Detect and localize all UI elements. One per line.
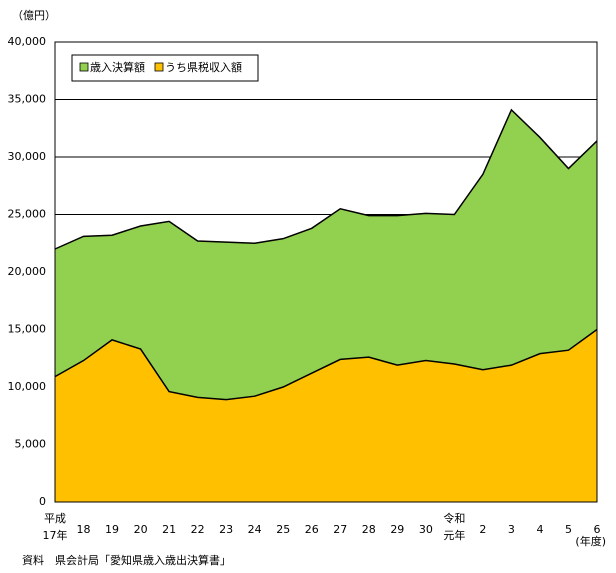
x-tick-label: 3	[508, 523, 515, 536]
x-unit-label: (年度)	[575, 534, 606, 548]
x-tick-label: 17年	[43, 528, 68, 542]
legend-swatch	[154, 62, 164, 72]
legend-label: うち県税収入額	[165, 60, 242, 74]
legend-label: 歳入決算額	[90, 60, 145, 74]
x-tick-label: 20	[134, 523, 148, 536]
area-outline	[54, 328, 598, 401]
y-tick-label: 10,000	[8, 380, 47, 393]
x-tick-label: 25	[276, 523, 290, 536]
y-tick-label: 25,000	[8, 208, 47, 221]
legend-box	[71, 54, 259, 82]
x-tick-label: 28	[362, 523, 376, 536]
y-tick-label: 35,000	[8, 93, 47, 106]
x-tick-label: 6	[594, 523, 601, 536]
x-tick-label: 21	[162, 523, 176, 536]
x-tick-label: 22	[191, 523, 205, 536]
area-outline	[54, 108, 598, 250]
x-tick-label: 4	[536, 523, 543, 536]
x-tick-label: 5	[565, 523, 572, 536]
x-tick-label: 23	[219, 523, 233, 536]
x-tick-label: 30	[419, 523, 433, 536]
x-tick-label: 29	[390, 523, 404, 536]
x-tick-label: 24	[248, 523, 262, 536]
area	[55, 329, 597, 502]
y-tick-label: 15,000	[8, 323, 47, 336]
legend-swatch	[79, 62, 89, 72]
y-tick-label: 20,000	[8, 265, 47, 278]
x-tick-label: 18	[77, 523, 91, 536]
x-tick-label: 元年	[443, 528, 465, 542]
y-unit-label: （億円）	[12, 9, 56, 22]
y-tick-label: 40,000	[8, 35, 47, 48]
x-tick-label: 19	[105, 523, 119, 536]
x-tick-label: 26	[305, 523, 319, 536]
y-tick-label: 30,000	[8, 150, 47, 163]
source-note: 資料 県会計局「愛知県歳入歳出決算書」	[22, 553, 231, 567]
plot-frame	[54, 41, 598, 503]
y-tick-label: 0	[39, 495, 46, 508]
x-tick-label: 令和	[443, 511, 465, 525]
y-tick-label: 5,000	[15, 438, 47, 451]
x-tick-label: 平成	[44, 512, 66, 525]
x-tick-label: 27	[333, 523, 347, 536]
x-tick-label: 2	[479, 523, 486, 536]
